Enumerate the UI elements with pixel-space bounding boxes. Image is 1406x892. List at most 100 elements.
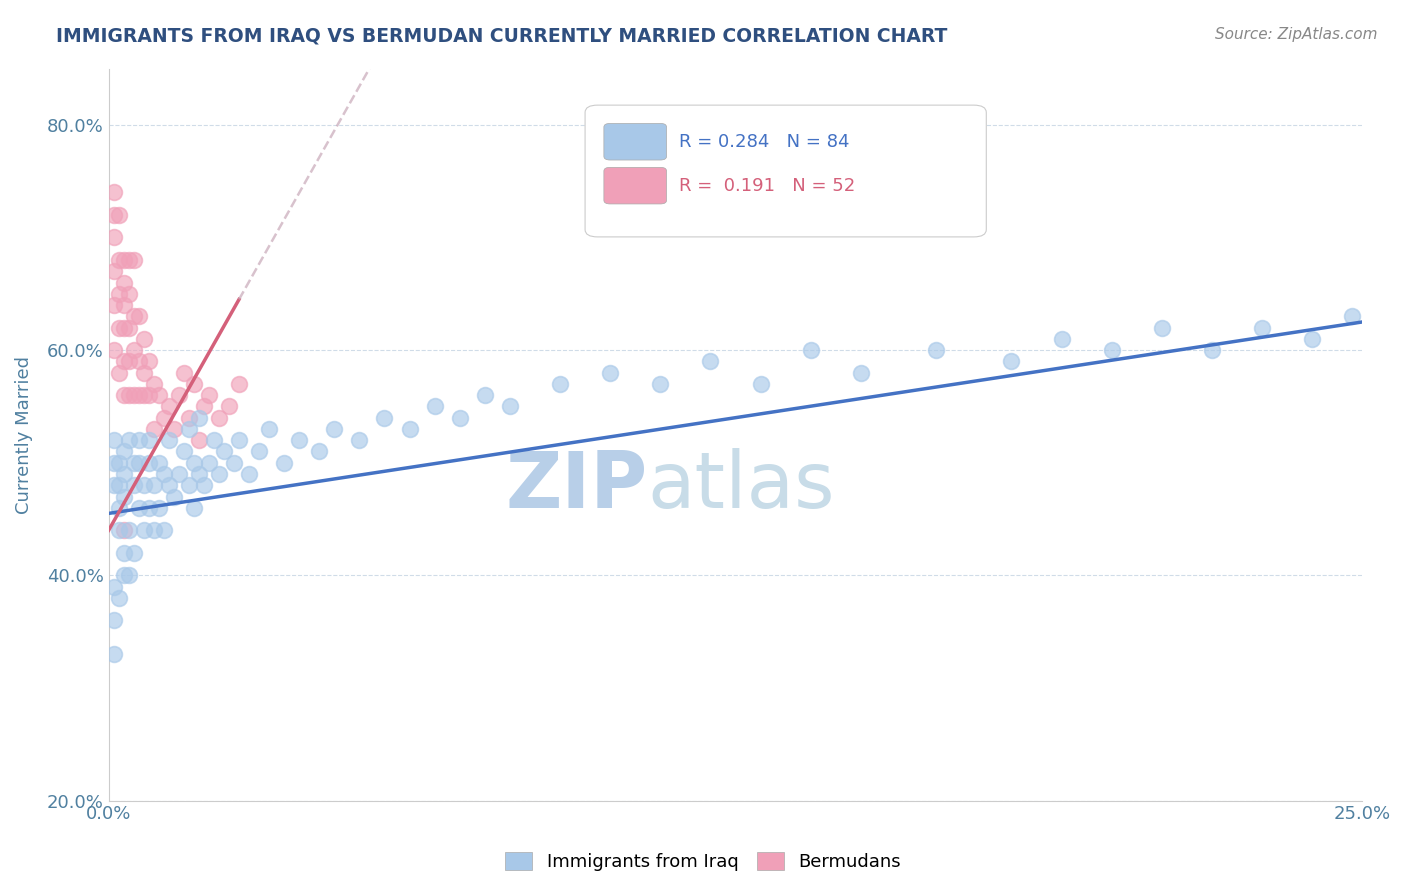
Point <box>177 422 200 436</box>
Point <box>177 410 200 425</box>
Point <box>157 400 180 414</box>
Point <box>273 456 295 470</box>
Point <box>208 410 231 425</box>
Point <box>247 444 270 458</box>
Point <box>112 546 135 560</box>
Point <box>157 433 180 447</box>
Point <box>118 433 141 447</box>
Point <box>650 376 672 391</box>
Point <box>132 366 155 380</box>
Point <box>187 467 209 481</box>
Point <box>118 286 141 301</box>
FancyBboxPatch shape <box>605 123 666 160</box>
Point <box>183 456 205 470</box>
Point <box>118 252 141 267</box>
Point <box>148 500 170 515</box>
Point <box>107 456 129 470</box>
Point <box>118 388 141 402</box>
Point <box>118 320 141 334</box>
Point <box>103 478 125 492</box>
Point <box>142 376 165 391</box>
Point <box>122 546 145 560</box>
Point <box>138 500 160 515</box>
Point <box>103 186 125 200</box>
Point <box>112 805 135 819</box>
Point <box>148 456 170 470</box>
Text: R = 0.284   N = 84: R = 0.284 N = 84 <box>679 133 849 151</box>
Point <box>122 478 145 492</box>
Point <box>228 376 250 391</box>
Point <box>323 422 346 436</box>
Point <box>128 310 150 324</box>
Point <box>167 388 190 402</box>
Point <box>142 422 165 436</box>
Point <box>103 208 125 222</box>
Point <box>107 500 129 515</box>
Point <box>122 252 145 267</box>
Text: IMMIGRANTS FROM IRAQ VS BERMUDAN CURRENTLY MARRIED CORRELATION CHART: IMMIGRANTS FROM IRAQ VS BERMUDAN CURRENT… <box>56 27 948 45</box>
Point <box>107 478 129 492</box>
Point <box>152 410 174 425</box>
Point <box>128 456 150 470</box>
Point <box>138 388 160 402</box>
Point <box>257 422 280 436</box>
Point <box>1150 320 1173 334</box>
Point <box>118 568 141 582</box>
Point <box>1341 310 1364 324</box>
Point <box>800 343 823 357</box>
Point <box>548 376 571 391</box>
Point <box>212 444 235 458</box>
Point <box>112 388 135 402</box>
Point <box>499 400 522 414</box>
Point <box>193 478 215 492</box>
Point <box>157 478 180 492</box>
Point <box>112 490 135 504</box>
Point <box>107 252 129 267</box>
Point <box>122 310 145 324</box>
Point <box>118 524 141 538</box>
Point <box>112 320 135 334</box>
Point <box>103 230 125 244</box>
Point <box>1301 332 1323 346</box>
Point <box>187 433 209 447</box>
Point <box>202 433 225 447</box>
Point <box>142 524 165 538</box>
Point <box>349 433 371 447</box>
Point <box>187 410 209 425</box>
Point <box>474 388 496 402</box>
Point <box>183 500 205 515</box>
Text: atlas: atlas <box>648 448 835 524</box>
Point <box>173 444 195 458</box>
Point <box>1251 320 1274 334</box>
Point <box>173 366 195 380</box>
Point <box>398 422 420 436</box>
Point <box>132 388 155 402</box>
Point <box>103 647 125 661</box>
Point <box>128 433 150 447</box>
Point <box>122 456 145 470</box>
Point <box>152 524 174 538</box>
Point <box>138 354 160 368</box>
Point <box>107 591 129 605</box>
Point <box>112 568 135 582</box>
Point <box>118 354 141 368</box>
Point <box>107 320 129 334</box>
Point <box>1000 354 1022 368</box>
Point <box>112 276 135 290</box>
Point <box>132 524 155 538</box>
Point <box>163 422 186 436</box>
Text: Source: ZipAtlas.com: Source: ZipAtlas.com <box>1215 27 1378 42</box>
Point <box>167 467 190 481</box>
Text: ZIP: ZIP <box>506 448 648 524</box>
Point <box>1050 332 1073 346</box>
Point <box>103 433 125 447</box>
Point <box>112 524 135 538</box>
Point <box>128 388 150 402</box>
Point <box>107 366 129 380</box>
Point <box>138 433 160 447</box>
Point <box>1201 343 1223 357</box>
Y-axis label: Currently Married: Currently Married <box>15 356 32 514</box>
Point <box>222 456 245 470</box>
Point <box>925 343 948 357</box>
Text: R =  0.191   N = 52: R = 0.191 N = 52 <box>679 177 855 194</box>
